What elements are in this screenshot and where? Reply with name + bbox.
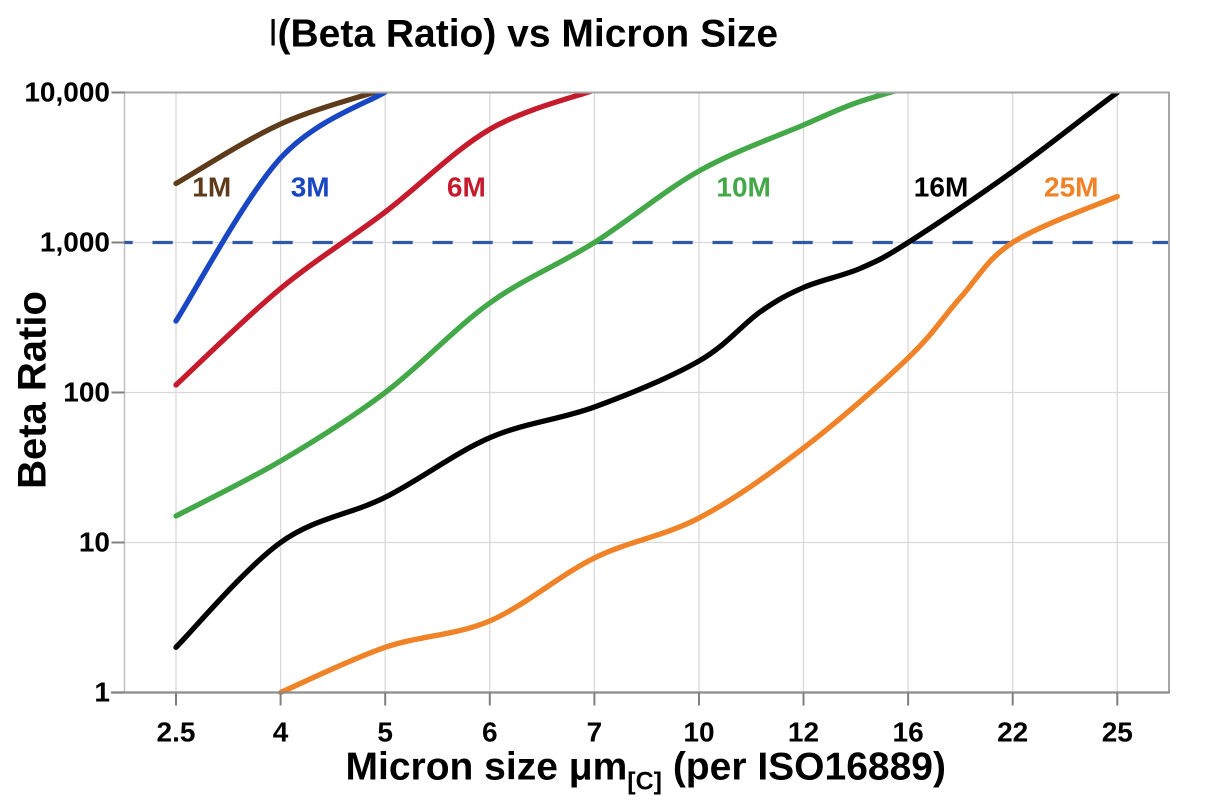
svg-text:22: 22 <box>997 717 1028 748</box>
svg-text:7: 7 <box>587 717 603 748</box>
svg-text:12: 12 <box>788 717 819 748</box>
svg-text:2.5: 2.5 <box>157 717 196 748</box>
svg-text:100: 100 <box>63 377 110 408</box>
svg-text:10: 10 <box>79 527 110 558</box>
svg-text:1M: 1M <box>192 171 231 202</box>
svg-text:16M: 16M <box>914 171 968 202</box>
svg-text:1: 1 <box>94 677 110 708</box>
svg-text:Beta Ratio: Beta Ratio <box>11 291 55 489</box>
svg-text:10: 10 <box>683 717 714 748</box>
svg-text:16: 16 <box>893 717 924 748</box>
svg-text:25M: 25M <box>1044 171 1098 202</box>
svg-text:(Beta Ratio) vs Micron Size: (Beta Ratio) vs Micron Size <box>278 13 779 56</box>
svg-text:25: 25 <box>1102 717 1133 748</box>
svg-text:Micron size μm[C] (per ISO1688: Micron size μm[C] (per ISO16889) <box>346 746 946 796</box>
svg-text:4: 4 <box>273 717 289 748</box>
svg-text:3M: 3M <box>291 171 330 202</box>
svg-text:6M: 6M <box>447 171 486 202</box>
svg-text:10,000: 10,000 <box>24 77 110 108</box>
svg-text:6: 6 <box>482 717 498 748</box>
svg-text:1,000: 1,000 <box>40 227 110 258</box>
svg-text:5: 5 <box>377 717 393 748</box>
svg-text:10M: 10M <box>716 171 770 202</box>
